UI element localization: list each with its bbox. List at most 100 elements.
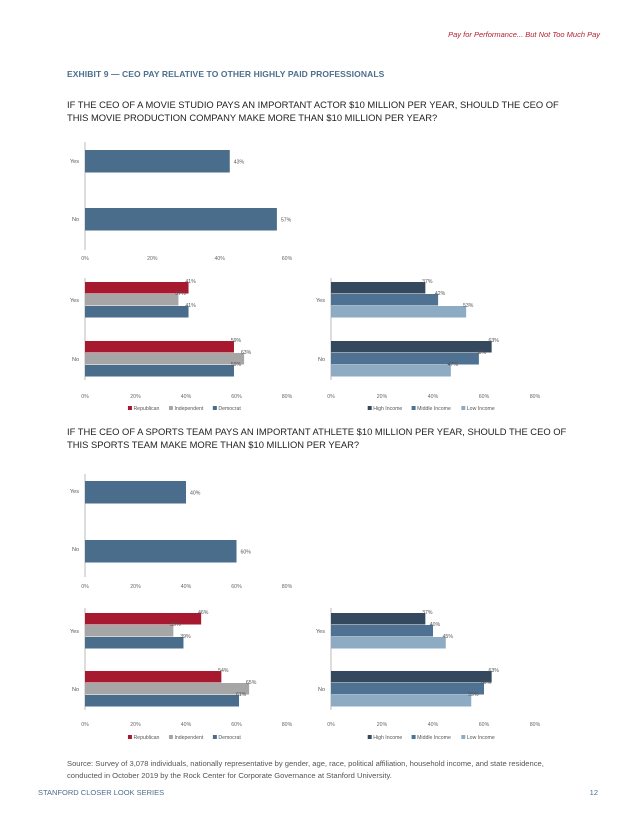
bar-total-no — [85, 540, 237, 563]
exhibit-title: EXHIBIT 9 — CEO PAY RELATIVE TO OTHER HI… — [67, 69, 385, 79]
bar-middle-income-yes — [331, 294, 439, 306]
category-label-yes: Yes — [70, 298, 79, 304]
category-label-no: No — [318, 687, 325, 693]
category-label-yes: Yes — [70, 629, 79, 635]
chart-movie-income: Yes No 37% 63% 42% 58% 53% 47% 0% 20% 40% 60% 80% Hig… — [316, 278, 541, 412]
legend-label: High Income — [373, 406, 402, 412]
x-tick-label: 40% — [181, 584, 192, 590]
bar-low-income-yes — [331, 306, 467, 318]
legend-label: Independent — [174, 735, 203, 741]
x-tick-label: 20% — [147, 256, 158, 262]
legend-swatch-low-income — [461, 735, 466, 739]
x-tick-label: 20% — [130, 394, 141, 400]
x-tick-label: 0% — [81, 722, 89, 728]
data-label: 40% — [190, 491, 201, 497]
x-tick-label: 20% — [130, 722, 141, 728]
bar-democrat-no — [85, 695, 240, 707]
legend-label: High Income — [373, 735, 402, 741]
footer-series-name: STANFORD CLOSER LOOK SERIES — [38, 788, 165, 797]
legend-swatch-low-income — [461, 406, 466, 410]
bar-independent-no — [85, 683, 250, 695]
data-label: 47% — [448, 362, 459, 368]
bar-democrat-no — [85, 365, 234, 377]
data-label: 43% — [234, 160, 245, 166]
category-label-yes: Yes — [316, 629, 325, 635]
bar-middle-income-no — [331, 683, 484, 695]
legend-swatch-independent — [168, 735, 173, 739]
data-label: 65% — [246, 680, 257, 686]
data-label: 35% — [170, 622, 181, 628]
x-tick-label: 60% — [479, 722, 490, 728]
legend-label: Middle Income — [417, 735, 451, 741]
legend-label: Low Income — [467, 406, 495, 412]
legend-label: Democrat — [218, 735, 241, 741]
bar-low-income-no — [331, 695, 472, 707]
bar-republican-no — [85, 671, 222, 683]
legend-swatch-high-income — [367, 735, 372, 739]
bar-democrat-yes — [85, 637, 184, 649]
data-label: 39% — [180, 634, 191, 640]
bar-middle-income-no — [331, 353, 479, 365]
data-label: 46% — [198, 610, 209, 616]
question-sports-team: IF THE CEO OF A SPORTS TEAM PAYS AN IMPO… — [67, 426, 567, 450]
data-label: 37% — [175, 291, 186, 297]
data-label: 54% — [218, 668, 229, 674]
data-label: 63% — [241, 350, 252, 356]
bar-high-income-no — [331, 671, 492, 683]
bar-low-income-no — [331, 365, 451, 377]
chart-movie-total: Yes No 43% 57% 0% 20% 40% 60% — [70, 142, 293, 262]
bar-high-income-yes — [331, 613, 426, 625]
legend-swatch-independent — [168, 406, 173, 410]
x-tick-label: 0% — [81, 394, 89, 400]
legend-swatch-republican — [127, 406, 132, 410]
data-label: 42% — [435, 291, 446, 297]
source-note: Source: Survey of 3,078 individuals, nat… — [67, 759, 544, 780]
data-label: 59% — [231, 338, 242, 344]
data-label: 40% — [430, 622, 441, 628]
data-label: 57% — [281, 218, 292, 224]
bar-total-no — [85, 208, 277, 231]
category-label-yes: Yes — [70, 159, 79, 165]
x-tick-label: 60% — [231, 394, 242, 400]
chart-movie-party: Yes No 41% 59% 37% 63% 41% 59% 0% 20% 40% 60% 80% Rep… — [70, 278, 293, 412]
data-label: 53% — [463, 303, 474, 309]
data-label: 63% — [488, 668, 499, 674]
legend-swatch-republican — [127, 735, 132, 739]
data-label: 58% — [476, 350, 487, 356]
bar-republican-yes — [85, 613, 202, 625]
category-label-no: No — [72, 687, 79, 693]
chart-sports-party: Yes No 46% 54% 35% 65% 39% 61% 0% 20% 40% 60% 80% Rep… — [70, 608, 293, 741]
x-tick-label: 0% — [327, 722, 335, 728]
legend-label: Republican — [133, 735, 159, 741]
bar-republican-no — [85, 341, 234, 353]
bar-total-yes — [85, 150, 230, 173]
data-label: 37% — [422, 610, 433, 616]
legend-swatch-middle-income — [411, 406, 416, 410]
bar-republican-yes — [85, 282, 189, 294]
bar-independent-yes — [85, 625, 174, 637]
data-label: 55% — [468, 692, 479, 698]
legend-label: Democrat — [218, 406, 241, 412]
data-label: 61% — [236, 692, 247, 698]
data-label: 41% — [185, 303, 196, 309]
legend-label: Low Income — [467, 735, 495, 741]
legend-swatch-democrat — [212, 735, 217, 739]
chart-sports-total: Yes No 40% 60% 0% 20% 40% 60% 80% — [70, 474, 293, 590]
footer-page-number: 12 — [589, 788, 598, 797]
category-label-yes: Yes — [316, 298, 325, 304]
data-label: 45% — [443, 634, 454, 640]
x-tick-label: 80% — [530, 394, 541, 400]
x-tick-label: 60% — [231, 722, 242, 728]
running-header: Pay for Performance... But Not Too Much … — [448, 30, 600, 39]
x-tick-label: 40% — [428, 722, 439, 728]
legend-label: Independent — [174, 406, 203, 412]
x-tick-label: 60% — [231, 584, 242, 590]
x-tick-label: 40% — [428, 394, 439, 400]
legend-swatch-high-income — [367, 406, 372, 410]
bar-high-income-yes — [331, 282, 426, 294]
data-label: 60% — [241, 550, 252, 556]
legend-label: Middle Income — [417, 406, 451, 412]
legend-swatch-middle-income — [411, 735, 416, 739]
x-tick-label: 0% — [81, 256, 89, 262]
x-tick-label: 80% — [530, 722, 541, 728]
